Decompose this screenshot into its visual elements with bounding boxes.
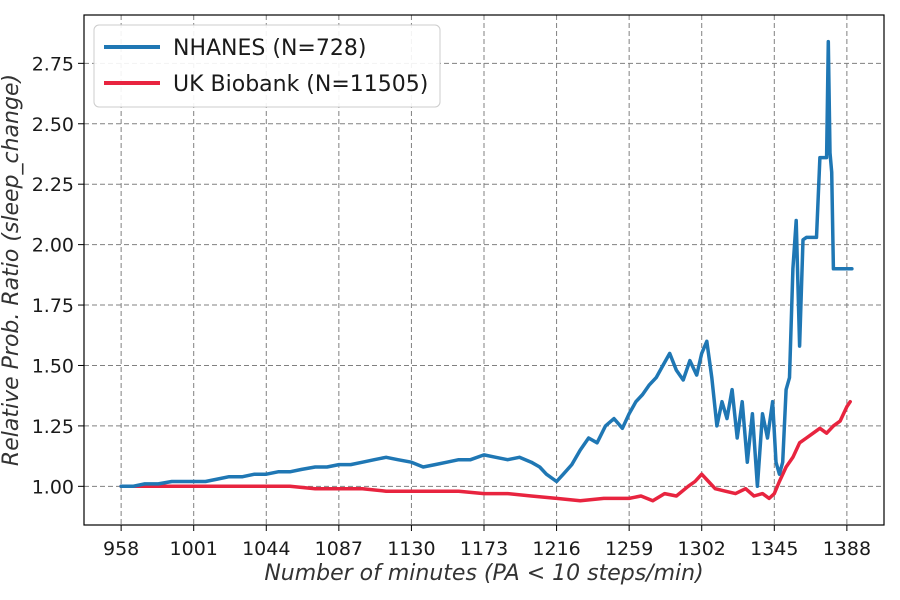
y-tick-label: 1.00 xyxy=(32,476,74,498)
x-tick-label: 1388 xyxy=(823,538,871,560)
y-tick-label: 1.25 xyxy=(32,416,74,438)
legend-label-uk-biobank: UK Biobank (N=11505) xyxy=(173,72,428,97)
x-tick-label: 1345 xyxy=(750,538,798,560)
x-tick-label: 1044 xyxy=(242,538,290,560)
legend-label-nhanes: NHANES (N=728) xyxy=(173,36,366,61)
x-tick-label: 1302 xyxy=(678,538,726,560)
series-layer xyxy=(119,39,854,503)
x-tick-label: 1216 xyxy=(532,538,580,560)
x-axis-label: Number of minutes (PA < 10 steps/min) xyxy=(264,561,703,586)
x-tick-label: 1173 xyxy=(460,538,508,560)
x-axis-ticks: 958 1001 1044 1087 1130 1173 1216 1259 1302 1345 1… xyxy=(103,525,871,560)
series-line-nhanes xyxy=(119,39,854,489)
y-tick-label: 1.75 xyxy=(32,295,74,317)
y-tick-label: 2.75 xyxy=(32,53,74,75)
x-tick-label: 1001 xyxy=(170,538,218,560)
legend-box xyxy=(93,24,441,108)
x-tick-label: 1130 xyxy=(387,538,435,560)
x-tick-label: 1087 xyxy=(315,538,363,560)
y-tick-label: 1.50 xyxy=(32,355,74,377)
y-tick-label: 2.25 xyxy=(32,174,74,196)
x-tick-label: 1259 xyxy=(605,538,653,560)
y-tick-label: 2.00 xyxy=(32,235,74,257)
y-axis-ticks: 1.00 1.25 1.50 1.75 2.00 2.25 2.50 2.75 xyxy=(32,53,84,498)
legend: NHANES (N=728) UK Biobank (N=11505) xyxy=(93,24,441,108)
y-axis-label: Relative Prob. Ratio (sleep_change) xyxy=(0,74,24,466)
x-tick-label: 958 xyxy=(103,538,139,560)
y-tick-label: 2.50 xyxy=(32,114,74,136)
series-line-uk-biobank xyxy=(119,399,852,503)
